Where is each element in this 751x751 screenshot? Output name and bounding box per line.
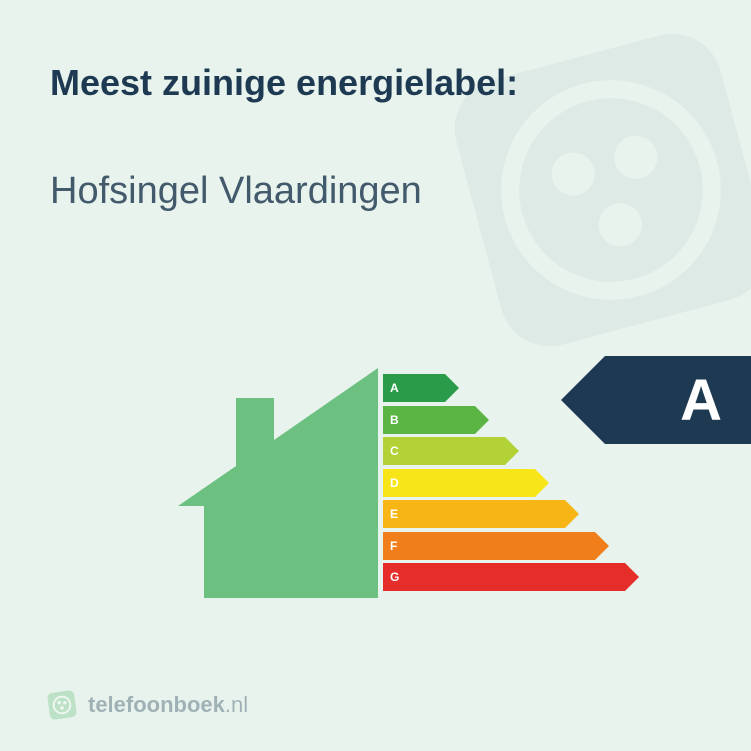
energy-label-chart: A B C D E F G	[178, 368, 598, 598]
bar-shape	[383, 469, 549, 497]
bar-label: B	[390, 413, 399, 427]
location-name: Hofsingel Vlaardingen	[50, 170, 422, 213]
house-icon	[178, 368, 378, 598]
rating-value: A	[680, 367, 723, 434]
footer-brand-bold: telefoonboek	[88, 692, 225, 717]
bar-label: G	[390, 570, 399, 584]
bar-label: C	[390, 444, 399, 458]
rating-badge: A	[561, 356, 751, 444]
bar-label: F	[390, 539, 397, 553]
bar-shape	[383, 437, 519, 465]
bar-label: A	[390, 381, 399, 395]
page-title: Meest zuinige energielabel:	[50, 62, 518, 104]
bar-shape	[383, 500, 579, 528]
footer-logo-icon	[46, 689, 78, 721]
bar-shape	[383, 563, 639, 591]
footer-brand-thin: .nl	[225, 692, 248, 717]
bar-label: D	[390, 476, 399, 490]
bar-label: E	[390, 507, 398, 521]
footer-brand: telefoonboek.nl	[88, 692, 248, 718]
footer: telefoonboek.nl	[46, 689, 248, 721]
bar-shape	[383, 532, 609, 560]
